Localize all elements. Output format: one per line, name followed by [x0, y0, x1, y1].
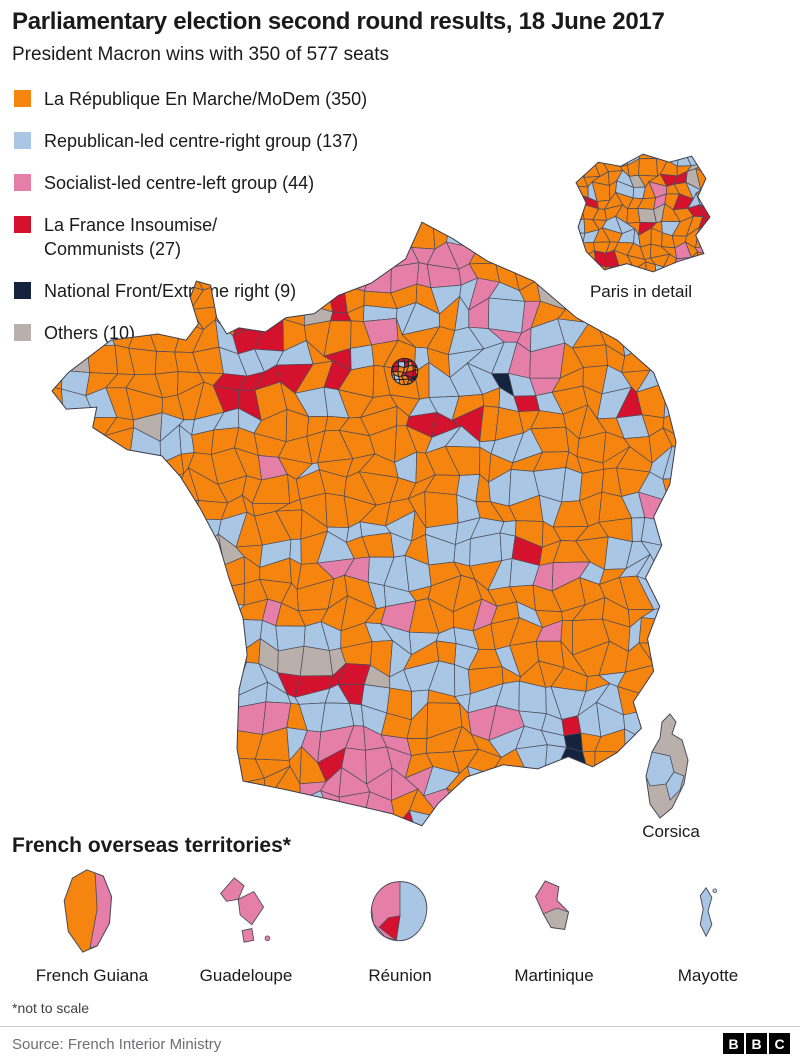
legend-swatch: [14, 173, 31, 191]
page-subtitle: President Macron wins with 350 of 577 se…: [12, 44, 390, 65]
territory-map-guadeloupe: [220, 877, 271, 943]
territory-map-reunion: [370, 881, 428, 941]
footnote: *not to scale: [12, 1000, 90, 1016]
territory-map-mayotte: [699, 886, 718, 938]
legend-item: La France Insoumise/ Communists (27): [14, 214, 384, 262]
paris-inset-outline: [575, 153, 711, 273]
territory-item: Guadeloupe: [172, 864, 320, 986]
legend-label: La République En Marche/MoDem (350): [44, 89, 368, 109]
territory-label: French Guiana: [35, 966, 149, 985]
legend-swatch: [14, 323, 31, 341]
legend-item: Socialist-led centre-left group (44): [14, 172, 384, 196]
territory-item: French Guiana: [18, 864, 166, 986]
legend-label: La France Insoumise/ Communists (27): [44, 214, 218, 259]
legend-label: Republican-led centre-right group (137): [44, 130, 359, 151]
territory-label: Guadeloupe: [199, 966, 293, 985]
legend-swatch: [14, 90, 31, 107]
paris-inset-map: [575, 153, 711, 273]
corsica-label: Corsica: [642, 822, 700, 841]
paris-inset-caption: Paris in detail: [589, 282, 693, 301]
bbc-logo-block: B: [746, 1033, 767, 1054]
legend-item: Others (10): [14, 322, 384, 346]
france-outline: [51, 221, 677, 827]
territory-label: Martinique: [514, 966, 594, 985]
legend-swatch: [14, 215, 31, 233]
territory-map-martinique: [534, 880, 570, 931]
legend-item: La République En Marche/MoDem (350): [14, 88, 384, 112]
legend-swatch: [14, 281, 31, 299]
bbc-logo-block: B: [723, 1033, 744, 1054]
paris-knot-outline: [390, 357, 419, 386]
territory-label: Mayotte: [677, 966, 739, 985]
territory-item: Mayotte: [634, 864, 782, 986]
territory-map-french-guiana: [63, 869, 113, 953]
territory-label: Réunion: [368, 966, 432, 985]
territory-item: Réunion: [326, 864, 474, 986]
bbc-logo-block: C: [769, 1033, 790, 1054]
france-constituency-cells: [52, 222, 676, 826]
territories-heading: French overseas territories*: [12, 834, 291, 857]
legend-swatch: [14, 131, 31, 149]
page-title: Parliamentary election second round resu…: [12, 8, 665, 35]
corsica-map: [645, 713, 689, 819]
source-text: Source: French Interior Ministry: [12, 1036, 222, 1053]
bbc-logo: B B C: [723, 1033, 790, 1054]
territory-item: Martinique: [480, 864, 628, 986]
france-map: [51, 221, 677, 827]
corsica-regions: [646, 714, 688, 818]
legend-item: Republican-led centre-right group (137): [14, 130, 384, 154]
territories-row: French Guiana Guadeloupe Réunion: [0, 864, 800, 986]
footer-divider: [0, 1026, 800, 1027]
legend-label: Socialist-led centre-left group (44): [44, 172, 315, 193]
corsica-outline: [645, 713, 689, 819]
